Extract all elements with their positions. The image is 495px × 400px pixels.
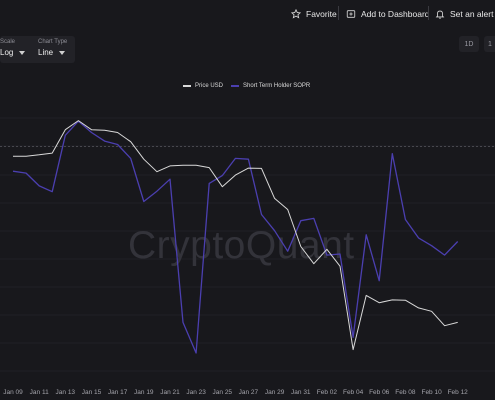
top-toolbar: Favorite Add to Dashboard Set an alert	[0, 0, 495, 28]
x-tick-label: Feb 08	[395, 389, 416, 396]
x-tick-label: Jan 25	[213, 389, 233, 396]
series-layer	[12, 120, 459, 354]
x-axis: Jan 09 Jan 11 Jan 13 Jan 15 Jan 17 Jan 19 Jan …	[3, 389, 468, 396]
x-tick-label: Feb 12	[448, 389, 469, 396]
chart-type-select[interactable]: Chart Type Line	[38, 39, 67, 57]
cryptoquant-watermark: CryptoQuant	[128, 224, 355, 267]
dashboard-icon	[346, 10, 356, 18]
legend-swatch	[183, 85, 191, 87]
x-tick-label: Feb 06	[369, 389, 390, 396]
chart-legend: Price USD Short Term Holder SOPR	[183, 80, 310, 92]
short-term-holder-sopr-line	[12, 120, 459, 354]
favorite-label: Favorite	[306, 9, 337, 19]
toolbar-divider	[338, 6, 339, 20]
legend-label: Short Term Holder SOPR	[243, 83, 311, 89]
star-icon	[291, 9, 301, 19]
set-alert-button[interactable]: Set an alert	[435, 6, 493, 22]
x-tick-label: Feb 04	[343, 389, 364, 396]
x-tick-label: Feb 02	[317, 389, 338, 396]
chevron-down-icon	[59, 50, 66, 55]
x-tick-label: Jan 23	[186, 389, 206, 396]
scale-select[interactable]: Scale Log	[0, 39, 26, 57]
range-label: 1	[488, 40, 492, 48]
legend-item-price[interactable]: Price USD	[183, 83, 223, 89]
x-tick-label: Jan 27	[239, 389, 259, 396]
set-alert-label: Set an alert	[450, 9, 494, 19]
range-button-1d[interactable]: 1D	[459, 36, 479, 52]
x-tick-label: Jan 15	[82, 389, 102, 396]
chart-type-label: Chart Type	[38, 39, 68, 45]
x-tick-label: Jan 13	[56, 389, 76, 396]
x-tick-label: Jan 29	[265, 389, 285, 396]
favorite-button[interactable]: Favorite	[291, 6, 337, 22]
range-button[interactable]: 1	[484, 36, 495, 52]
x-tick-label: Jan 11	[30, 389, 49, 396]
chart-controls: Scale Log Chart Type Line	[0, 36, 75, 63]
price-usd-line	[13, 120, 458, 351]
toolbar-divider	[428, 6, 429, 20]
legend-label: Price USD	[195, 83, 224, 89]
x-tick-label: Jan 19	[134, 389, 154, 396]
scale-label: Scale	[0, 39, 16, 45]
chevron-down-icon	[19, 50, 26, 55]
x-tick-label: Jan 09	[3, 389, 23, 396]
scale-value: Log	[0, 48, 14, 57]
x-tick-label: Jan 31	[291, 389, 311, 396]
grid-layer	[0, 117, 495, 372]
bell-icon	[435, 10, 445, 19]
chart-type-value: Line	[38, 48, 54, 57]
x-tick-label: Feb 10	[421, 389, 442, 396]
add-to-dashboard-label: Add to Dashboard	[361, 9, 430, 19]
legend-swatch	[231, 85, 240, 87]
add-to-dashboard-button[interactable]: Add to Dashboard	[346, 6, 430, 22]
range-label: 1D	[464, 40, 474, 48]
x-tick-label: Jan 21	[160, 389, 180, 396]
legend-item-sopr[interactable]: Short Term Holder SOPR	[231, 83, 310, 89]
x-tick-label: Jan 17	[108, 389, 128, 396]
